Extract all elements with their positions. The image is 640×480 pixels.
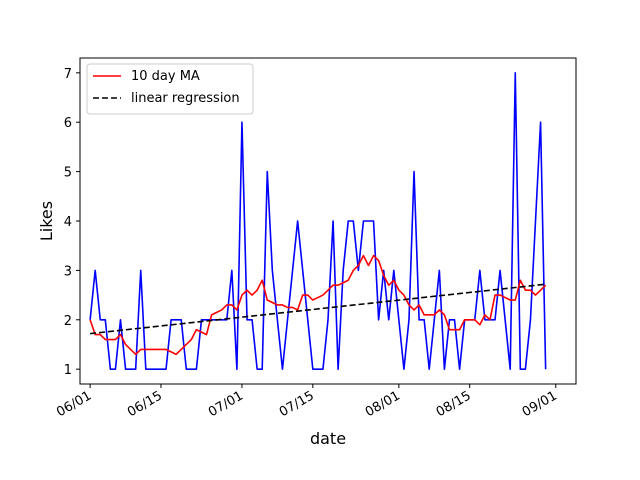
y-tick-label: 3 bbox=[64, 264, 72, 279]
y-tick-label: 5 bbox=[64, 166, 72, 181]
series-ma-line bbox=[89, 254, 547, 356]
y-axis-ticks: 1 2 3 4 5 6 7 bbox=[64, 67, 80, 378]
legend-label-regression: linear regression bbox=[131, 91, 240, 106]
legend-box bbox=[86, 63, 254, 115]
y-tick-label: 4 bbox=[64, 215, 72, 230]
y-tick-label: 2 bbox=[64, 314, 72, 329]
legend-label-ma: 10 day MA bbox=[131, 69, 200, 84]
series-layer bbox=[89, 72, 547, 370]
legend: 10 day MA linear regression bbox=[86, 63, 254, 115]
y-axis-label: Likes bbox=[37, 201, 56, 241]
series-regression-line bbox=[90, 283, 546, 335]
y-tick-label: 6 bbox=[64, 116, 72, 131]
x-axis-label: date bbox=[310, 429, 346, 448]
y-tick-label: 1 bbox=[64, 363, 72, 378]
y-tick-label: 7 bbox=[64, 67, 72, 82]
